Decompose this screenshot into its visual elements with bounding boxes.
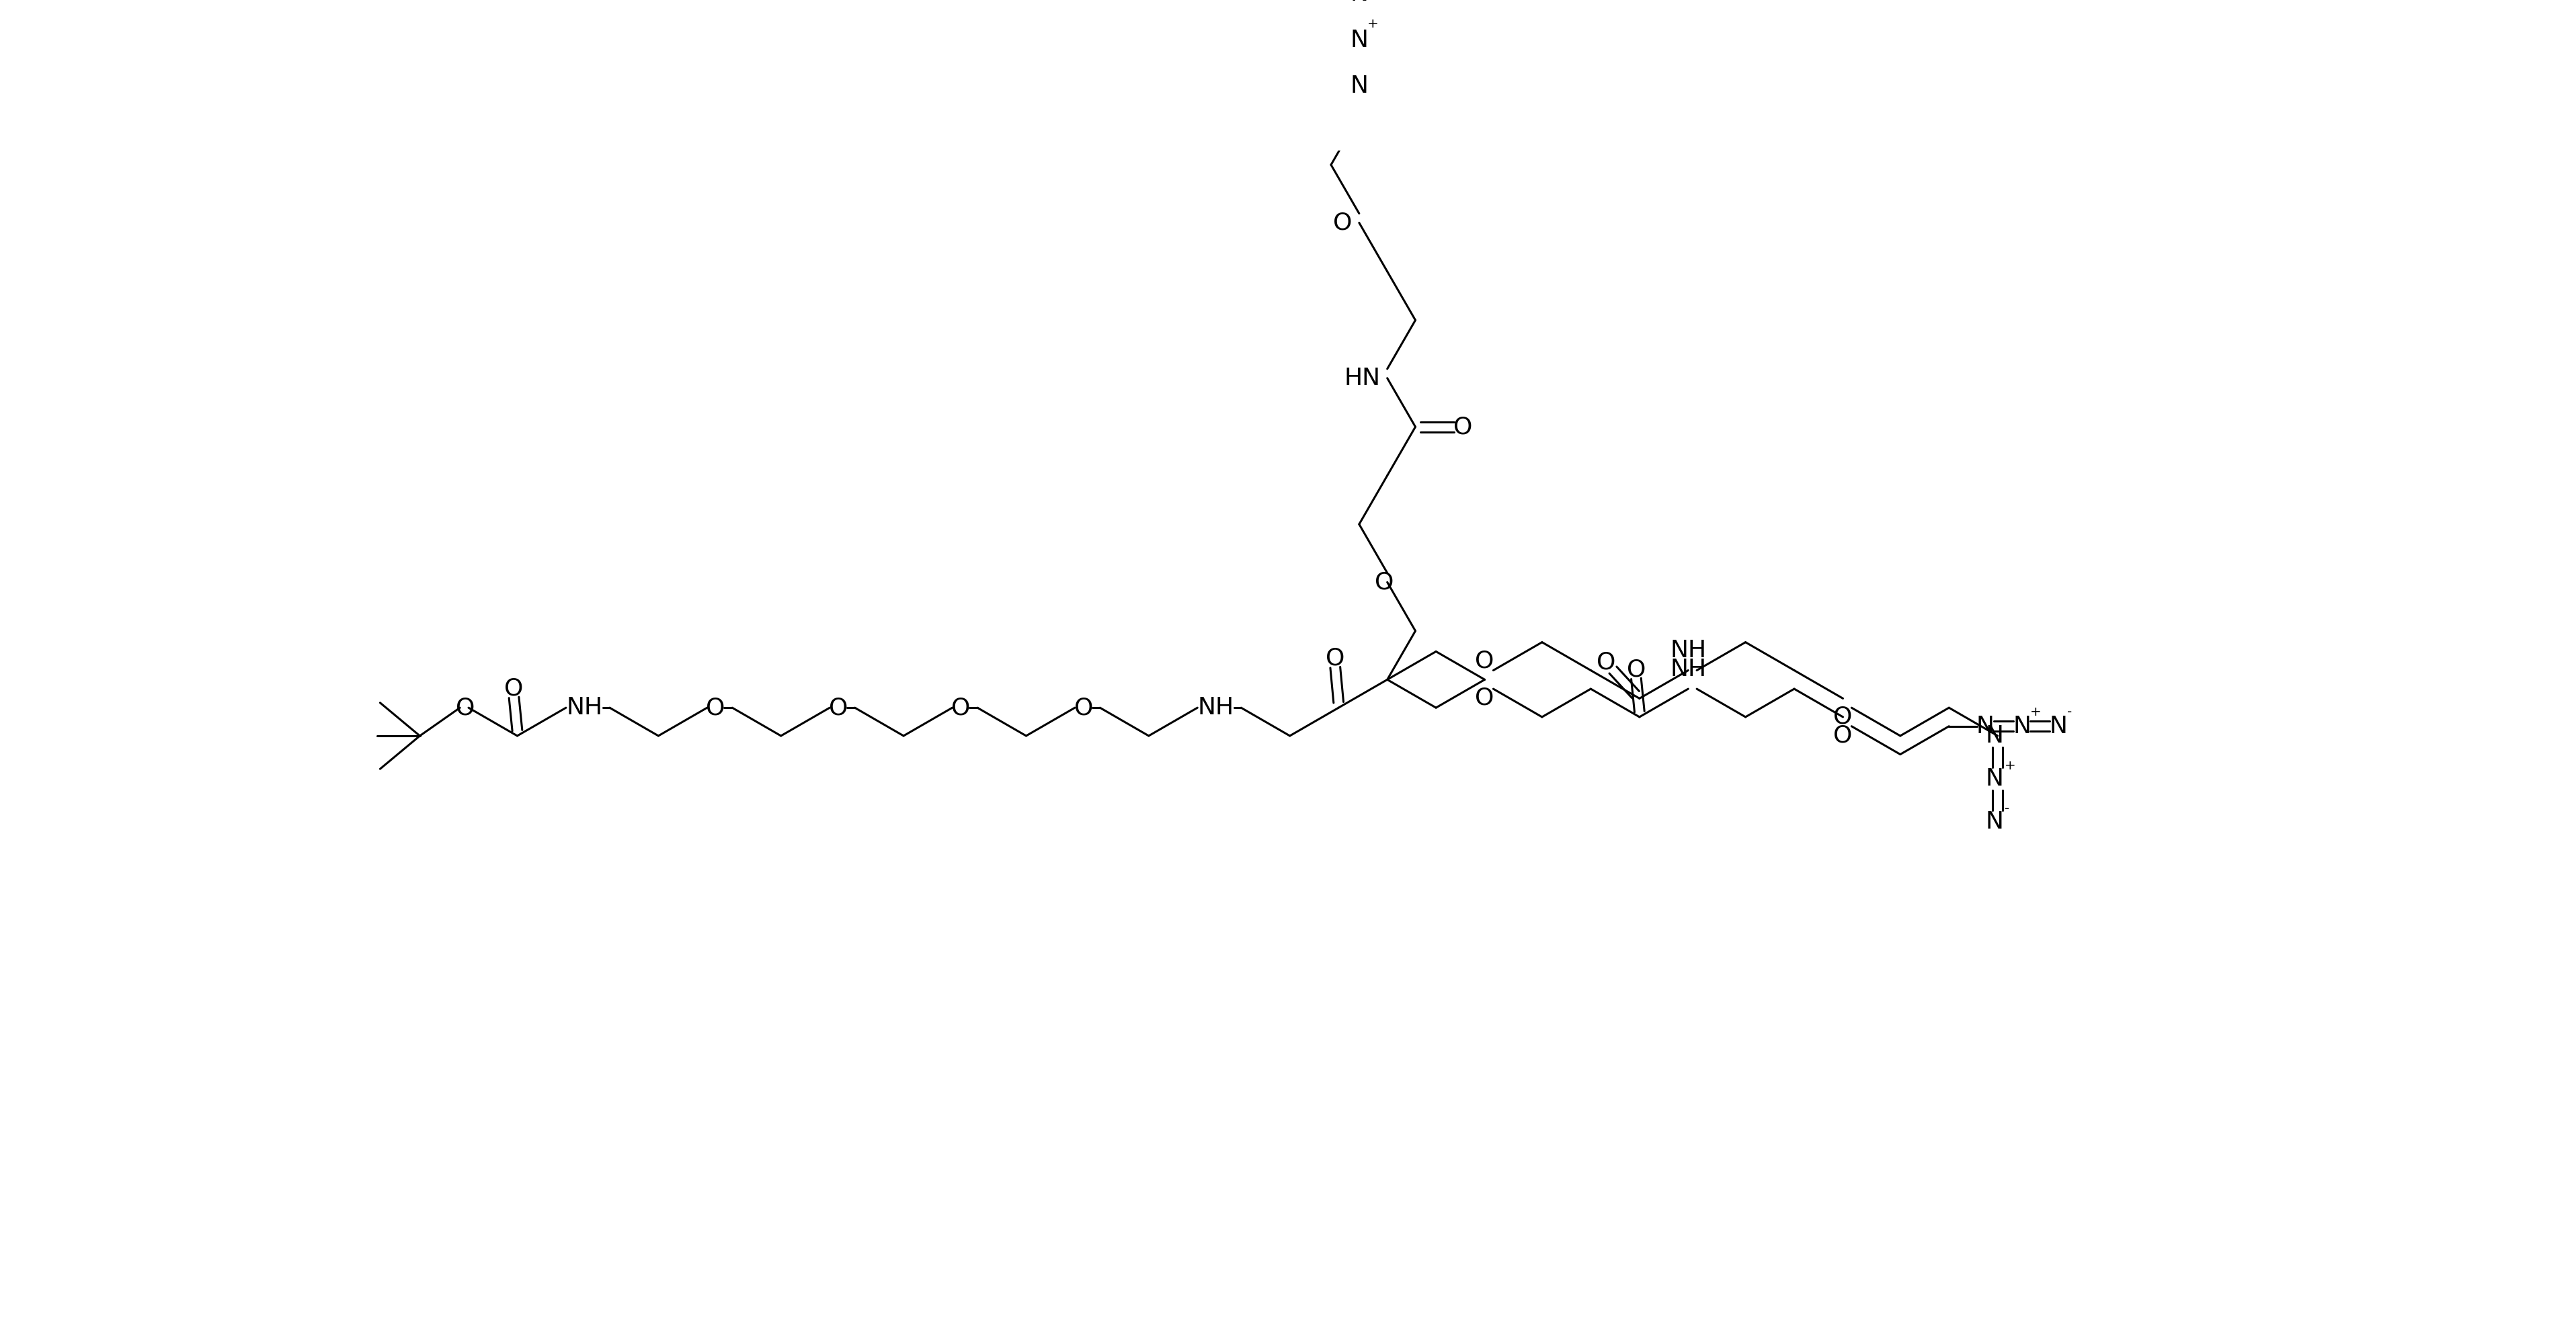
Text: N: N bbox=[1986, 724, 2004, 747]
Text: -: - bbox=[2066, 706, 2071, 718]
Text: NH: NH bbox=[1198, 696, 1234, 719]
Text: O: O bbox=[1834, 724, 1852, 747]
Text: NH: NH bbox=[567, 696, 603, 719]
Text: N: N bbox=[1986, 810, 2004, 833]
Text: O: O bbox=[1453, 415, 1473, 438]
Text: HN: HN bbox=[1345, 367, 1381, 390]
Text: N: N bbox=[1350, 28, 1368, 51]
Text: O: O bbox=[951, 696, 971, 719]
Text: O: O bbox=[829, 696, 848, 719]
Text: O: O bbox=[1332, 211, 1352, 234]
Text: O: O bbox=[1476, 649, 1494, 672]
Text: O: O bbox=[1376, 571, 1394, 594]
Text: O: O bbox=[1327, 646, 1345, 669]
Text: O: O bbox=[505, 677, 523, 700]
Text: +: + bbox=[2004, 759, 2014, 773]
Text: O: O bbox=[1074, 696, 1092, 719]
Text: +: + bbox=[2030, 706, 2043, 718]
Text: O: O bbox=[456, 696, 474, 719]
Text: O: O bbox=[1625, 659, 1646, 681]
Text: NH: NH bbox=[1669, 638, 1705, 661]
Text: +: + bbox=[1368, 17, 1378, 30]
Text: O: O bbox=[706, 696, 726, 719]
Text: O: O bbox=[1834, 706, 1852, 728]
Text: N: N bbox=[1986, 767, 2004, 790]
Text: N: N bbox=[2012, 715, 2030, 738]
Text: O: O bbox=[1476, 687, 1494, 710]
Text: O: O bbox=[1597, 650, 1615, 673]
Text: N: N bbox=[1350, 0, 1368, 5]
Text: NH: NH bbox=[1669, 657, 1705, 680]
Text: N: N bbox=[1976, 715, 1994, 738]
Text: N: N bbox=[1350, 75, 1368, 98]
Text: -: - bbox=[2004, 802, 2009, 816]
Text: N: N bbox=[2048, 715, 2069, 738]
